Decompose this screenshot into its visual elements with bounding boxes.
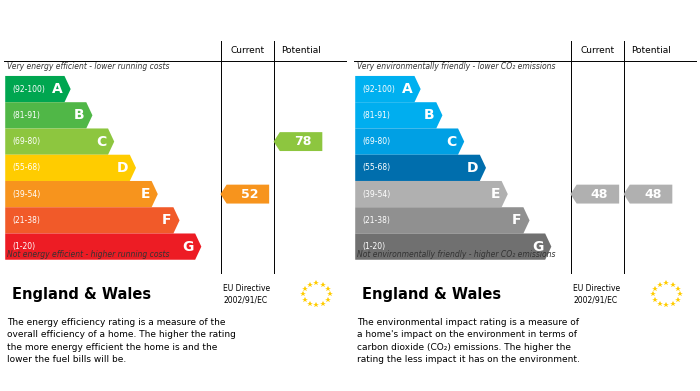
Text: F: F <box>512 213 522 227</box>
Polygon shape <box>220 185 270 204</box>
Text: E: E <box>141 187 150 201</box>
Text: D: D <box>117 161 128 175</box>
Text: (1-20): (1-20) <box>12 242 35 251</box>
Text: 48: 48 <box>644 188 661 201</box>
Text: (21-38): (21-38) <box>12 216 40 225</box>
Text: C: C <box>446 135 456 149</box>
Text: Not environmentally friendly - higher CO₂ emissions: Not environmentally friendly - higher CO… <box>357 249 555 258</box>
Text: D: D <box>467 161 478 175</box>
Polygon shape <box>5 207 180 233</box>
Text: Very environmentally friendly - lower CO₂ emissions: Very environmentally friendly - lower CO… <box>357 62 555 71</box>
Text: A: A <box>402 82 413 96</box>
Text: (69-80): (69-80) <box>362 137 390 146</box>
Text: England & Wales: England & Wales <box>362 287 501 302</box>
Text: England & Wales: England & Wales <box>12 287 151 302</box>
Text: Potential: Potential <box>281 47 321 56</box>
Text: (92-100): (92-100) <box>362 84 395 93</box>
Polygon shape <box>5 181 158 207</box>
Polygon shape <box>355 102 442 129</box>
Text: (55-68): (55-68) <box>12 163 40 172</box>
Text: G: G <box>182 240 193 254</box>
Polygon shape <box>5 155 136 181</box>
Polygon shape <box>5 233 202 260</box>
Text: (21-38): (21-38) <box>362 216 390 225</box>
Text: (39-54): (39-54) <box>362 190 391 199</box>
Text: (81-91): (81-91) <box>12 111 40 120</box>
Polygon shape <box>5 102 92 129</box>
Text: 48: 48 <box>591 188 608 201</box>
Text: Current: Current <box>581 47 615 56</box>
Text: The environmental impact rating is a measure of
a home's impact on the environme: The environmental impact rating is a mea… <box>357 318 580 364</box>
Text: (1-20): (1-20) <box>362 242 385 251</box>
Text: C: C <box>96 135 106 149</box>
Text: Very energy efficient - lower running costs: Very energy efficient - lower running co… <box>7 62 169 71</box>
Polygon shape <box>274 132 322 151</box>
Text: (39-54): (39-54) <box>12 190 41 199</box>
Polygon shape <box>355 181 507 207</box>
Text: B: B <box>424 108 435 122</box>
Polygon shape <box>355 233 552 260</box>
Polygon shape <box>355 155 486 181</box>
Polygon shape <box>624 185 672 204</box>
Text: Potential: Potential <box>631 47 671 56</box>
Text: Not energy efficient - higher running costs: Not energy efficient - higher running co… <box>7 249 169 258</box>
Polygon shape <box>5 76 71 102</box>
Text: 52: 52 <box>241 188 258 201</box>
Text: (92-100): (92-100) <box>12 84 45 93</box>
Text: (55-68): (55-68) <box>362 163 390 172</box>
Text: E: E <box>491 187 500 201</box>
Text: Current: Current <box>231 47 265 56</box>
Text: Energy Efficiency Rating: Energy Efficiency Rating <box>12 16 195 29</box>
Text: (69-80): (69-80) <box>12 137 40 146</box>
Text: 78: 78 <box>294 135 312 148</box>
Text: EU Directive
2002/91/EC: EU Directive 2002/91/EC <box>573 284 620 305</box>
Polygon shape <box>355 207 530 233</box>
Text: B: B <box>74 108 85 122</box>
Polygon shape <box>355 76 421 102</box>
Text: (81-91): (81-91) <box>362 111 390 120</box>
Text: F: F <box>162 213 172 227</box>
Text: EU Directive
2002/91/EC: EU Directive 2002/91/EC <box>223 284 270 305</box>
Polygon shape <box>570 185 620 204</box>
Text: A: A <box>52 82 63 96</box>
Text: G: G <box>532 240 543 254</box>
Polygon shape <box>5 129 114 155</box>
Text: The energy efficiency rating is a measure of the
overall efficiency of a home. T: The energy efficiency rating is a measur… <box>7 318 236 364</box>
Polygon shape <box>355 129 464 155</box>
Text: Environmental Impact (CO₂) Rating: Environmental Impact (CO₂) Rating <box>362 16 624 29</box>
